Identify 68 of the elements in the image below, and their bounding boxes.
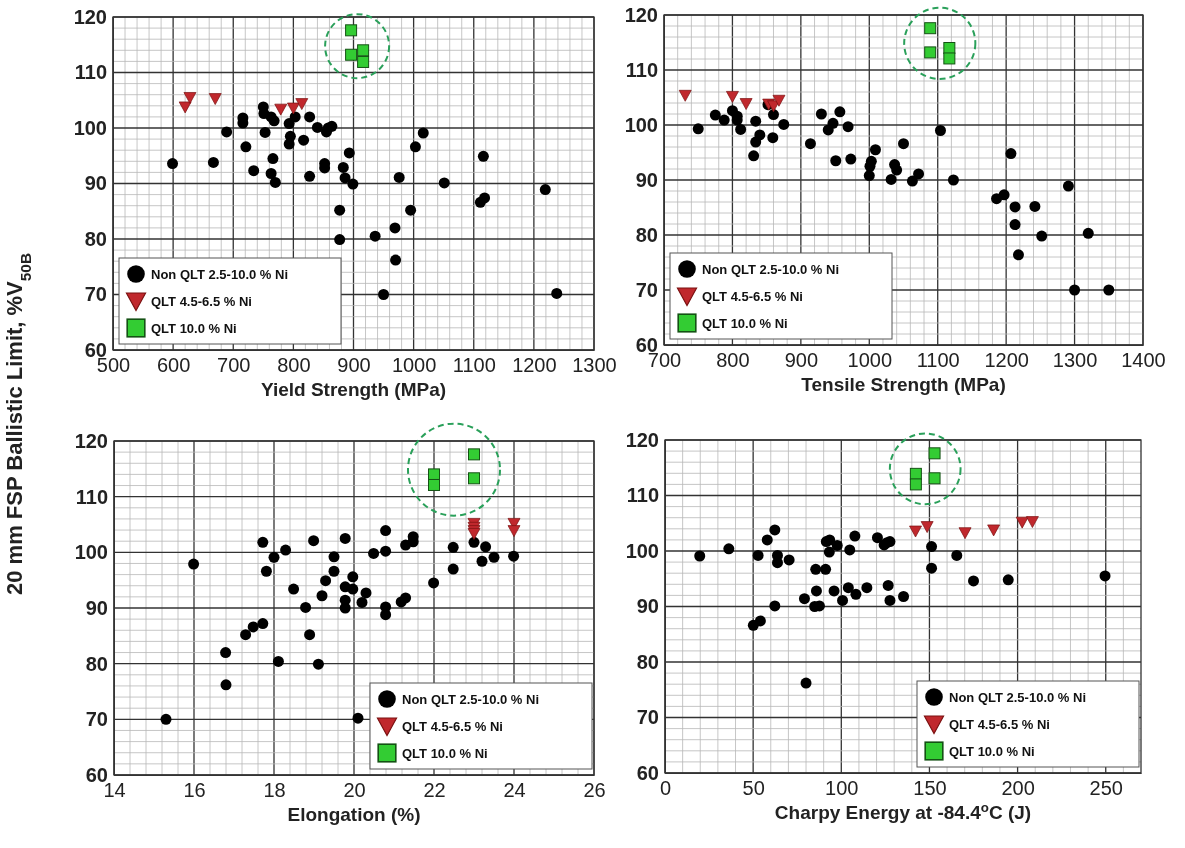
y-tick-label: 120	[74, 429, 108, 452]
y-tick-label: 100	[624, 113, 658, 136]
y-tick-label: 80	[84, 227, 107, 250]
x-tick-label: 900	[784, 349, 819, 372]
x-tick-label: 1100	[452, 354, 496, 377]
x-tick-label: 150	[913, 777, 947, 800]
x-tick-label: 24	[503, 779, 526, 802]
x-tick-label: 50	[742, 777, 765, 800]
x-tick-label: 800	[716, 349, 750, 372]
x-tick-label: 1000	[391, 354, 437, 377]
x-tick-label: 20	[343, 779, 366, 802]
x-tick-label: 16	[183, 779, 206, 802]
y-tick-label: 100	[625, 539, 659, 562]
x-tick-label: 1300	[572, 354, 617, 377]
legend-label: QLT 4.5-6.5 % Ni	[949, 717, 1050, 732]
x-tick-label: 1200	[512, 354, 557, 377]
y-tick-label: 60	[636, 761, 659, 784]
x-axis-title: Charpy Energy at -84.4$^{o}$C (J)	[774, 799, 1032, 823]
legend-label: QLT 10.0 % Ni	[949, 744, 1035, 759]
x-tick-label: 1100	[916, 349, 960, 372]
legend-label: Non QLT 2.5-10.0 % Ni	[702, 262, 840, 277]
x-tick-label: 1000	[847, 349, 893, 372]
y-tick-label: 110	[625, 58, 658, 81]
x-tick-label: 600	[156, 354, 191, 377]
y-tick-label: 90	[636, 595, 659, 618]
y-tick-label: 100	[73, 116, 107, 139]
x-tick-label: 22	[423, 779, 446, 802]
y-tick-label: 110	[75, 485, 108, 508]
x-tick-label: 0	[659, 777, 672, 800]
x-tick-label: 18	[263, 779, 286, 802]
legend-label: QLT 10.0 % Ni	[702, 316, 788, 331]
x-tick-label: 200	[1001, 777, 1035, 800]
x-axis-title: Yield Strength (MPa)	[260, 379, 447, 400]
y-tick-label: 70	[636, 706, 659, 729]
legend-label: QLT 4.5-6.5 % Ni	[402, 719, 503, 734]
y-tick-label: 80	[85, 652, 108, 675]
y-tick-label: 120	[625, 428, 659, 451]
y-tick-label: 110	[626, 484, 659, 507]
y-tick-label: 80	[635, 223, 658, 246]
legend-label: QLT 10.0 % Ni	[402, 746, 488, 761]
y-tick-label: 80	[636, 650, 659, 673]
legend-label: Non QLT 2.5-10.0 % Ni	[402, 692, 540, 707]
x-tick-label: 900	[337, 354, 371, 377]
legend-label: Non QLT 2.5-10.0 % Ni	[151, 267, 289, 282]
x-tick-label: 26	[583, 779, 606, 802]
y-tick-label: 120	[624, 3, 658, 26]
legend-label: QLT 10.0 % Ni	[151, 321, 237, 336]
x-tick-label: 1400	[1121, 349, 1166, 372]
y-tick-label: 70	[84, 283, 107, 306]
y-tick-label: 90	[84, 172, 107, 195]
y-tick-label: 90	[635, 168, 658, 191]
x-tick-label: 800	[277, 354, 311, 377]
x-tick-label: 700	[217, 354, 251, 377]
y-tick-label: 110	[74, 61, 107, 84]
legend-label: QLT 4.5-6.5 % Ni	[702, 289, 803, 304]
y-tick-label: 120	[73, 5, 107, 28]
y-tick-label: 100	[74, 541, 108, 564]
x-tick-label: 1200	[984, 349, 1029, 372]
x-tick-label: 1300	[1052, 349, 1098, 372]
x-axis-title: Tensile Strength (MPa)	[801, 374, 1006, 395]
x-tick-label: 100	[825, 777, 859, 800]
y-tick-label: 90	[85, 596, 108, 619]
y-tick-label: 70	[85, 708, 108, 731]
legend-label: QLT 4.5-6.5 % Ni	[151, 294, 252, 309]
legend-label: Non QLT 2.5-10.0 % Ni	[949, 690, 1087, 705]
x-tick-label: 250	[1089, 777, 1123, 800]
y-tick-label: 70	[635, 278, 658, 301]
x-axis-title: Elongation (%)	[287, 804, 421, 825]
